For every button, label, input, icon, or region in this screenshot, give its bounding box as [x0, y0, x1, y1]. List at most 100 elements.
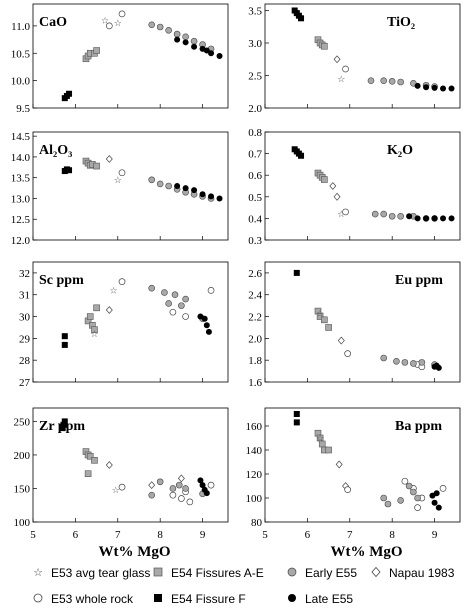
plot-frame	[264, 3, 461, 109]
data-point-star: ☆	[316, 434, 324, 444]
plot-frame	[32, 3, 229, 109]
data-point-star: ☆	[114, 176, 122, 186]
x-axis-label: Wt% MgO	[98, 544, 170, 560]
legend-item: E54 Fissure F	[152, 592, 246, 606]
panel-1: 2.0 2.5 3.0 3.5 TiO₂ ☆	[248, 3, 461, 115]
data-point-square-gray	[93, 162, 100, 170]
data-point-square-gray	[86, 313, 94, 320]
data-point-diamond-open	[105, 461, 113, 469]
data-point-square-gray	[84, 470, 92, 478]
data-point-circle-gray	[148, 491, 155, 499]
data-point-circle-black	[431, 499, 438, 506]
data-point-circle-black	[182, 39, 189, 46]
data-point-circle-black	[431, 215, 438, 222]
data-point-circle-gray	[190, 37, 198, 45]
plot-frame	[32, 407, 229, 523]
panel-title: Sc ppm	[39, 273, 84, 288]
y-tick-label: 2.6	[248, 268, 262, 280]
data-point-star: ☆	[110, 286, 118, 296]
y-tick-label: 12.5	[11, 214, 31, 226]
data-point-circle-black	[448, 85, 455, 92]
y-tick-label: 32	[19, 268, 30, 280]
data-point-star: ☆	[112, 486, 120, 496]
data-point-circle-gray	[371, 210, 379, 218]
data-point-circle-black	[216, 195, 223, 202]
data-point-circle-open	[344, 350, 352, 357]
data-point-circle-open	[169, 308, 177, 316]
data-point-square-black	[293, 269, 300, 276]
y-tick-label: 14.0	[11, 152, 31, 164]
data-point-circle-gray	[410, 488, 417, 496]
y-tick-label: 100	[246, 493, 263, 505]
x-tick-label: 6	[305, 529, 311, 541]
x-tick-label: 5	[262, 529, 268, 541]
data-point-circle-gray	[165, 300, 172, 307]
data-point-circle-black	[414, 82, 421, 89]
star-icon: ☆	[32, 566, 46, 580]
data-point-circle-open	[342, 65, 349, 73]
data-point-circle-gray	[367, 77, 375, 84]
panel-title: CaO	[39, 15, 67, 30]
data-point-circle-black	[199, 482, 206, 489]
y-tick-label: 30	[19, 312, 31, 324]
data-point-star: ☆	[101, 16, 109, 26]
panel-title: K₂O	[387, 143, 413, 158]
y-tick-label: 0.3	[248, 235, 262, 247]
circle-gray-icon	[286, 566, 300, 580]
y-tick-label: 3.0	[248, 38, 262, 50]
data-point-circle-gray	[397, 78, 404, 86]
y-tick-label: 120	[246, 469, 263, 481]
data-point-star: ☆	[316, 309, 324, 319]
panel-7: 80 100 120 140 160 Ba ppm ☆ 5 6 7 8 9 Wt% MgO	[246, 407, 461, 560]
panel-0: 9.5 10.0 10.5 11.0 CaO ☆ ☆	[11, 3, 229, 115]
y-tick-label: 2.4	[248, 290, 262, 302]
y-tick-label: 13.0	[11, 193, 31, 205]
data-point-circle-black	[203, 47, 210, 54]
y-tick-label: 0.5	[248, 192, 262, 204]
y-tick-label: 160	[246, 421, 263, 433]
data-point-star: ☆	[337, 210, 345, 220]
y-tick-label: 31	[19, 290, 30, 302]
legend-label: E53 avg tear glass	[51, 566, 151, 580]
legend-label: Late E55	[305, 592, 354, 606]
svg-text:☆: ☆	[33, 566, 43, 578]
data-point-circle-gray	[148, 176, 155, 184]
data-point-circle-open	[414, 504, 421, 511]
data-point-diamond-open	[333, 55, 341, 64]
square-black-icon	[152, 592, 166, 606]
data-point-circle-gray	[388, 78, 396, 85]
y-tick-label: 9.5	[16, 103, 30, 115]
data-point-square-gray	[321, 42, 328, 50]
legend-label: Napau 1983	[389, 566, 455, 580]
data-point-circle-black	[431, 84, 438, 91]
data-point-square-black	[66, 90, 73, 97]
y-tick-label: 250	[14, 416, 31, 428]
data-point-square-black	[298, 15, 305, 22]
legend-item: Early E55	[286, 566, 357, 580]
y-tick-label: 140	[246, 445, 263, 457]
data-point-circle-black	[414, 215, 421, 222]
data-point-diamond-open	[337, 336, 345, 345]
y-tick-label: 2.0	[248, 103, 262, 115]
data-point-circle-black	[406, 213, 413, 220]
data-point-circle-black	[197, 477, 204, 484]
y-tick-label: 2.2	[248, 312, 262, 324]
data-point-square-gray	[91, 326, 98, 333]
data-point-circle-black	[208, 50, 215, 57]
data-point-circle-open	[118, 483, 126, 491]
data-point-circle-black	[440, 85, 447, 92]
legend-label: E53 whole rock	[51, 592, 134, 606]
y-tick-label: 13.5	[11, 173, 31, 185]
y-tick-label: 100	[14, 517, 31, 529]
data-point-square-black	[61, 418, 68, 425]
data-point-circle-gray	[165, 26, 172, 34]
data-point-circle-black	[216, 53, 223, 59]
data-point-circle-gray	[156, 478, 164, 486]
data-point-circle-black	[199, 191, 206, 198]
y-tick-label: 1.6	[248, 377, 262, 389]
data-point-circle-black	[435, 364, 442, 371]
panel-4: 27 28 29 30 31 32 Sc ppm ☆ ☆	[19, 261, 229, 389]
data-point-diamond-open	[105, 155, 113, 163]
plot-frame	[264, 407, 461, 523]
